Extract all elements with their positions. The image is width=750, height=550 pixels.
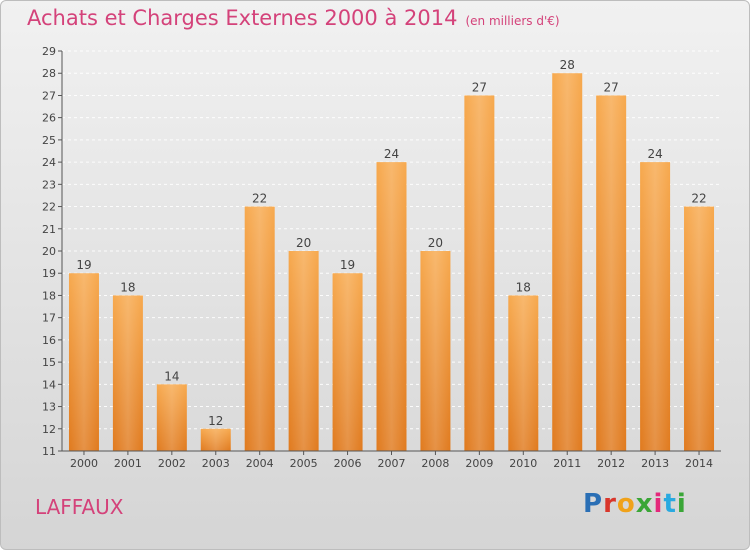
- y-tick-label: 12: [42, 423, 56, 436]
- data-label: 14: [164, 369, 179, 383]
- data-label: 19: [76, 258, 91, 272]
- data-label: 22: [691, 192, 706, 206]
- y-tick-label: 11: [42, 445, 56, 458]
- x-tick-label: 2008: [421, 457, 449, 470]
- data-label: 12: [208, 414, 223, 428]
- bar-highlight: [376, 162, 407, 451]
- y-tick-label: 16: [42, 334, 56, 347]
- y-tick-label: 25: [42, 134, 56, 147]
- chart-subtitle: (en milliers d'€): [465, 14, 560, 28]
- bar-highlight: [464, 95, 495, 451]
- data-label: 18: [120, 280, 135, 294]
- data-label: 27: [472, 80, 487, 94]
- y-tick-label: 14: [42, 378, 56, 391]
- bar-highlight: [244, 206, 275, 451]
- y-tick-label: 28: [42, 67, 56, 80]
- y-tick-label: 17: [42, 312, 56, 325]
- bar-highlight: [420, 251, 451, 451]
- y-tick-label: 24: [42, 156, 56, 169]
- data-label: 19: [340, 258, 355, 272]
- y-axis: 11 12 13 14 15 16 17 18 19 20 21 22 23 24 25 26 27 28 29: [42, 45, 63, 458]
- bar-highlight: [640, 162, 671, 451]
- y-tick-label: 20: [42, 245, 56, 258]
- x-tick-label: 2012: [597, 457, 625, 470]
- y-tick-label: 21: [42, 223, 56, 236]
- chart-title-block: Achats et Charges Externes 2000 à 2014 (e…: [27, 6, 560, 30]
- y-tick-label: 29: [42, 45, 56, 58]
- bar-highlight: [156, 384, 187, 451]
- y-tick-label: 15: [42, 356, 56, 369]
- data-label: 20: [296, 236, 311, 250]
- x-tick-label: 2003: [202, 457, 230, 470]
- y-tick-label: 13: [42, 401, 56, 414]
- x-tick-label: 2002: [158, 457, 186, 470]
- data-label: 18: [516, 280, 531, 294]
- data-label: 27: [604, 80, 619, 94]
- y-tick-label: 26: [42, 112, 56, 125]
- x-tick-label: 2001: [114, 457, 142, 470]
- y-tick-label: 18: [42, 289, 56, 302]
- data-label: 22: [252, 192, 267, 206]
- bar-highlight: [332, 273, 363, 451]
- x-tick-label: 2009: [465, 457, 493, 470]
- y-tick-label: 27: [42, 89, 56, 102]
- bar-highlight: [508, 295, 539, 451]
- x-tick-label: 2006: [334, 457, 362, 470]
- bar-highlight: [68, 273, 99, 451]
- x-tick-label: 2011: [553, 457, 581, 470]
- chart-title: Achats et Charges Externes 2000 à 2014: [27, 6, 458, 30]
- y-tick-label: 22: [42, 201, 56, 214]
- y-tick-label: 23: [42, 178, 56, 191]
- bar-highlight: [112, 295, 143, 451]
- data-label: 24: [647, 147, 662, 161]
- x-tick-label: 2010: [509, 457, 537, 470]
- bar-highlight: [684, 206, 715, 451]
- bar-highlight: [288, 251, 319, 451]
- data-label: 20: [428, 236, 443, 250]
- bar-highlight: [200, 428, 231, 451]
- x-tick-label: 2007: [378, 457, 406, 470]
- x-tick-label: 2013: [641, 457, 669, 470]
- bar-highlight: [596, 95, 627, 451]
- data-labels: 19 18 14 12 22 20 19 24 20 27 18 28 27 24 22: [76, 58, 706, 428]
- proxiti-logo: Proxiti: [583, 489, 687, 519]
- data-label: 24: [384, 147, 399, 161]
- x-tick-label: 2000: [70, 457, 98, 470]
- x-axis: 2000 2001 2002 2003 2004 2005 2006 2007 2008 2009…: [62, 450, 721, 470]
- y-tick-label: 19: [42, 267, 56, 280]
- data-label: 28: [560, 58, 575, 72]
- place-name: LAFFAUX: [35, 495, 124, 519]
- x-tick-label: 2014: [685, 457, 713, 470]
- x-tick-label: 2004: [246, 457, 274, 470]
- bar-highlight: [552, 73, 583, 451]
- x-tick-label: 2005: [290, 457, 318, 470]
- bars: [68, 73, 715, 451]
